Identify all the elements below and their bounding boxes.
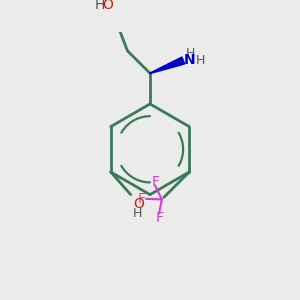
Text: H: H	[94, 0, 104, 12]
Text: F: F	[137, 192, 146, 206]
Text: F: F	[155, 211, 163, 225]
Polygon shape	[150, 57, 185, 74]
Text: O: O	[103, 0, 114, 12]
Text: F: F	[151, 175, 159, 189]
Text: H: H	[186, 46, 195, 59]
Text: O: O	[133, 197, 144, 211]
Text: H: H	[133, 207, 142, 220]
Text: N: N	[183, 53, 195, 68]
Text: H: H	[196, 54, 205, 67]
